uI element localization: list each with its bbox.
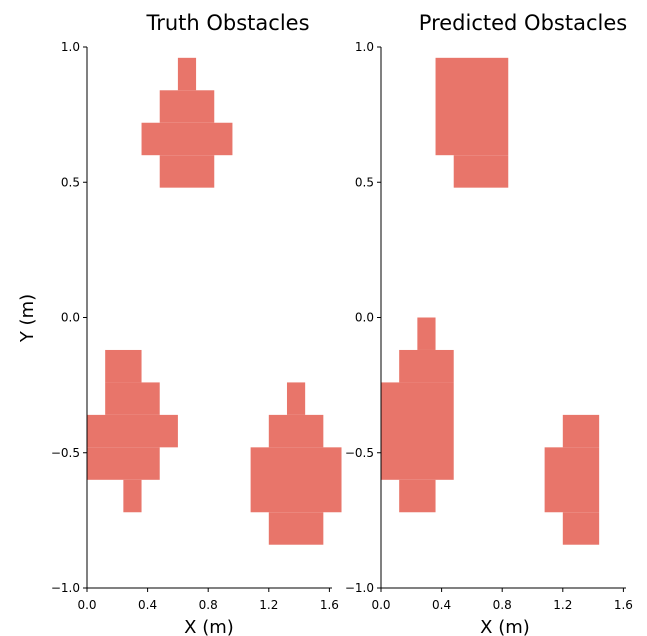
predicted-x-ticks: 0.0 0.4 0.8 1.2 1.6 [371,588,633,612]
truth-obstacle-cell [123,479,142,513]
predicted-obstacle-cell [399,349,454,383]
truth-obstacle-cell [177,57,197,91]
predicted-obstacle-cell [381,382,454,480]
truth-x-tick-label: 0.0 [77,598,96,612]
truth-obstacle-cell [105,349,142,383]
predicted-obstacle-cell [562,512,600,545]
predicted-y-tick-label: 0.5 [355,175,374,189]
truth-title: Truth Obstacles [145,11,309,35]
truth-y-ticks: 1.0 0.5 0.0 −0.5 −1.0 [51,40,87,595]
predicted-obstacle-cell [417,317,436,350]
truth-x-label: X (m) [184,617,234,636]
predicted-obstacle-cell [562,414,600,448]
predicted-y-ticks: 1.0 0.5 0.0 −0.5 −1.0 [345,40,381,595]
truth-x-tick-label: 0.8 [199,598,218,612]
predicted-panel: Predicted Obstacles 1.0 0.5 0.0 −0.5 −1.0 0.… [345,11,633,636]
truth-obstacle-cell [159,90,215,123]
predicted-obstacle-cell [399,479,436,513]
truth-y-tick-label: −1.0 [51,581,80,595]
predicted-title: Predicted Obstacles [419,11,627,35]
truth-y-label: Y (m) [17,294,38,343]
truth-obstacle-cell [159,155,215,188]
truth-obstacle-cell [105,382,160,415]
truth-obstacle-cell [286,382,306,415]
truth-obstacle-cell [268,512,324,545]
predicted-obstacle-cell [453,155,509,188]
predicted-y-tick-label: 1.0 [355,40,374,54]
predicted-obstacle-cell [435,57,509,156]
predicted-y-tick-label: 0.0 [355,311,374,325]
truth-cells [87,57,342,545]
truth-x-tick-label: 1.2 [259,598,278,612]
truth-obstacle-cell [87,414,178,448]
truth-y-tick-label: 1.0 [61,40,80,54]
predicted-x-tick-label: 1.6 [614,598,633,612]
predicted-x-label: X (m) [480,617,530,636]
predicted-y-tick-label: −0.5 [345,446,374,460]
predicted-x-tick-label: 0.0 [371,598,390,612]
truth-obstacle-cell [87,447,160,480]
truth-y-tick-label: 0.5 [61,175,80,189]
predicted-x-tick-label: 1.2 [553,598,572,612]
truth-x-tick-label: 1.6 [320,598,339,612]
predicted-y-tick-label: −1.0 [345,581,374,595]
truth-obstacle-cell [250,447,342,513]
truth-x-ticks: 0.0 0.4 0.8 1.2 1.6 [77,588,339,612]
predicted-obstacle-cell [544,447,600,513]
truth-panel: Truth Obstacles 1.0 0.5 0.0 −0.5 −1.0 0.0 0.4… [17,11,342,636]
truth-obstacle-cell [268,414,324,448]
predicted-x-tick-label: 0.8 [493,598,512,612]
truth-y-tick-label: −0.5 [51,446,80,460]
truth-obstacle-cell [141,122,233,156]
truth-y-tick-label: 0.0 [61,311,80,325]
truth-x-tick-label: 0.4 [138,598,157,612]
predicted-x-tick-label: 0.4 [432,598,451,612]
predicted-cells [381,57,600,545]
